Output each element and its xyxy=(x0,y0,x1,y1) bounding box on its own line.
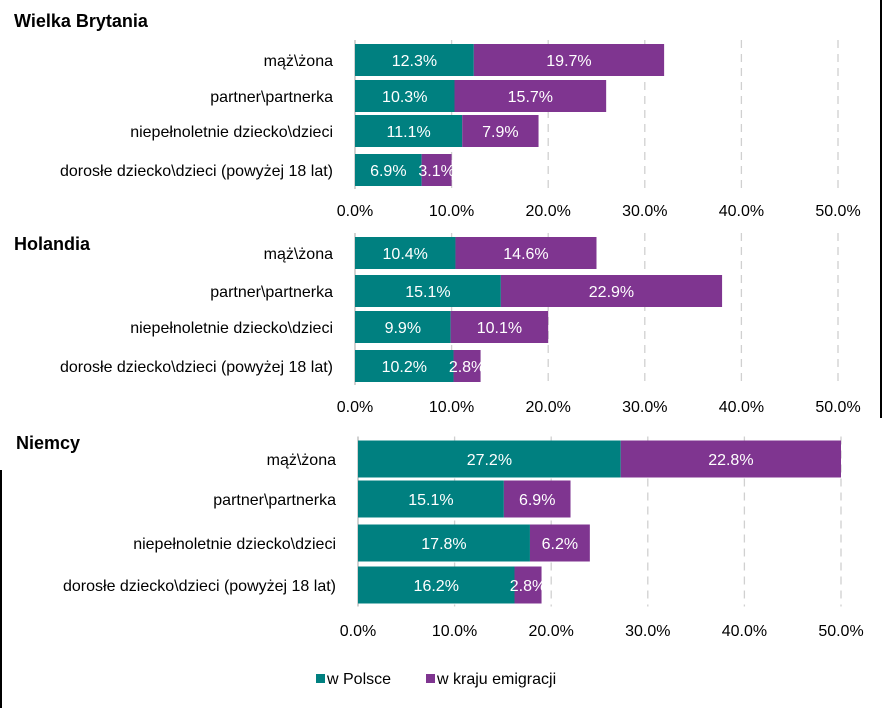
bar-segment-w-kraju-emigracji xyxy=(455,237,597,269)
data-label: 9.9% xyxy=(385,320,421,337)
category-label: partner\partnerka xyxy=(210,284,333,301)
data-label: 16.2% xyxy=(414,578,459,595)
data-label: 10.4% xyxy=(383,246,428,263)
panel-title: Wielka Brytania xyxy=(14,11,149,31)
data-label: 15.7% xyxy=(508,89,553,106)
x-tick-label: 30.0% xyxy=(622,399,667,416)
chart-panel-2: Holandia 0.0% 10.0% 20.0% 30.0% 40.0% 50.0% mąż… xyxy=(14,233,861,416)
category-label: mąż\żona xyxy=(267,452,336,469)
data-label: 3.1% xyxy=(418,163,454,180)
bar-segment-w-polsce xyxy=(358,440,621,478)
data-label: 6.9% xyxy=(519,492,555,509)
panel-title: Holandia xyxy=(14,234,91,254)
data-label: 14.6% xyxy=(503,246,548,263)
bar-segment-w-polsce xyxy=(358,566,515,604)
data-label: 17.8% xyxy=(421,536,466,553)
data-label: 15.1% xyxy=(408,492,453,509)
data-label: 10.1% xyxy=(477,320,522,337)
data-label: 7.9% xyxy=(482,124,518,141)
x-tick-label: 10.0% xyxy=(429,399,474,416)
data-label: 10.2% xyxy=(382,359,427,376)
data-label: 27.2% xyxy=(467,452,512,469)
data-label: 2.8% xyxy=(510,578,546,595)
bar-segment-w-polsce xyxy=(355,80,455,112)
x-tick-label: 50.0% xyxy=(818,623,863,640)
bar-segment-w-polsce xyxy=(355,154,422,186)
x-tick-label: 40.0% xyxy=(719,399,764,416)
category-label: dorosłe dziecko\dzieci (powyżej 18 lat) xyxy=(60,163,333,180)
x-tick-label: 10.0% xyxy=(429,203,474,220)
data-label: 2.8% xyxy=(449,359,485,376)
legend-item: w Polsce xyxy=(316,671,391,688)
x-tick-label: 40.0% xyxy=(719,203,764,220)
bar-segment-w-kraju-emigracji xyxy=(454,80,607,112)
bar-segment-w-polsce xyxy=(355,115,463,147)
category-label: niepełnoletnie dziecko\dzieci xyxy=(130,124,333,141)
legend: w Polsce w kraju emigracji xyxy=(316,671,556,688)
bar-segment-w-kraju-emigracji xyxy=(421,154,452,186)
data-label: 22.9% xyxy=(589,284,634,301)
bar-segment-w-kraju-emigracji xyxy=(450,311,549,343)
data-label: 6.9% xyxy=(370,163,406,180)
chart-panel-1: Wielka Brytania 0.0% 10.0% 20.0% 30.0% 40.0% 5… xyxy=(14,11,861,220)
category-label: mąż\żona xyxy=(264,246,333,263)
data-label: 11.1% xyxy=(387,124,431,141)
data-label: 6.2% xyxy=(542,536,578,553)
category-label: niepełnoletnie dziecko\dzieci xyxy=(133,536,336,553)
category-label: niepełnoletnie dziecko\dzieci xyxy=(130,320,333,337)
bar-segment-w-kraju-emigracji xyxy=(500,275,723,307)
bar-segment-w-polsce xyxy=(358,480,504,518)
bar-segment-w-kraju-emigracji xyxy=(453,350,481,382)
legend-swatch xyxy=(316,674,325,683)
legend-label: w kraju emigracji xyxy=(436,671,556,688)
x-tick-label: 20.0% xyxy=(529,623,574,640)
legend-swatch xyxy=(426,674,435,683)
bar-segment-w-kraju-emigracji xyxy=(462,115,539,147)
x-tick-label: 20.0% xyxy=(526,203,571,220)
x-tick-label: 40.0% xyxy=(722,623,767,640)
data-label: 15.1% xyxy=(405,284,450,301)
bar-segment-w-polsce xyxy=(358,524,530,562)
category-label: dorosłe dziecko\dzieci (powyżej 18 lat) xyxy=(60,359,333,376)
x-tick-label: 50.0% xyxy=(815,399,860,416)
data-label: 22.8% xyxy=(708,452,753,469)
data-label: 12.3% xyxy=(392,53,437,70)
legend-item: w kraju emigracji xyxy=(426,671,556,688)
x-tick-label: 10.0% xyxy=(432,623,477,640)
bar-segment-w-polsce xyxy=(355,237,456,269)
bar-segment-w-polsce xyxy=(355,311,451,343)
chart-panel-3: Niemcy 0.0% 10.0% 20.0% 30.0% 40.0% 50.0% mąż\ż… xyxy=(16,433,864,640)
bar-segment-w-kraju-emigracji xyxy=(503,480,571,518)
bar-segment-w-polsce xyxy=(355,275,501,307)
bar-segment-w-kraju-emigracji xyxy=(514,566,542,604)
bar-segment-w-polsce xyxy=(355,44,474,76)
x-tick-label: 0.0% xyxy=(340,623,376,640)
panel-title: Niemcy xyxy=(16,433,80,453)
x-tick-label: 30.0% xyxy=(625,623,670,640)
data-label: 10.3% xyxy=(382,89,427,106)
x-tick-label: 30.0% xyxy=(622,203,667,220)
data-label: 19.7% xyxy=(546,53,591,70)
legend-label: w Polsce xyxy=(326,671,391,688)
x-tick-label: 0.0% xyxy=(337,399,373,416)
category-label: mąż\żona xyxy=(264,53,333,70)
category-label: dorosłe dziecko\dzieci (powyżej 18 lat) xyxy=(63,578,336,595)
bar-segment-w-kraju-emigracji xyxy=(473,44,665,76)
x-tick-label: 0.0% xyxy=(337,203,373,220)
bar-segment-w-kraju-emigracji xyxy=(529,524,590,562)
x-tick-label: 20.0% xyxy=(526,399,571,416)
category-label: partner\partnerka xyxy=(213,492,336,509)
category-label: partner\partnerka xyxy=(210,89,333,106)
chart-panels: Wielka Brytania 0.0% 10.0% 20.0% 30.0% 40.0% 5… xyxy=(14,11,864,640)
bar-segment-w-kraju-emigracji xyxy=(620,440,841,478)
bar-segment-w-polsce xyxy=(355,350,454,382)
x-tick-label: 50.0% xyxy=(815,203,860,220)
